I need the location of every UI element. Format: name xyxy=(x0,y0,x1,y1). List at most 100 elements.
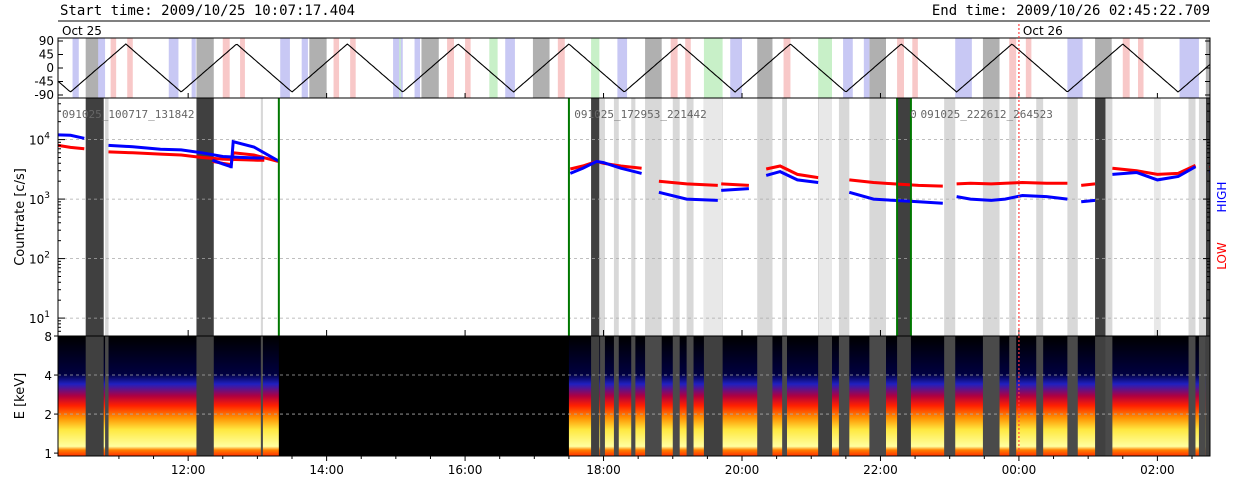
flare-band xyxy=(912,38,918,98)
night-band xyxy=(393,38,403,98)
start-time-label: Start time: 2009/10/25 10:07:17.404 xyxy=(60,3,356,19)
saa-band xyxy=(982,38,1000,98)
flare-band xyxy=(1122,38,1130,98)
green-band xyxy=(489,38,498,98)
gap-band xyxy=(260,336,263,456)
saa-band xyxy=(869,38,886,98)
gap-band xyxy=(613,336,619,456)
high-channel-line xyxy=(229,139,279,169)
gap-band xyxy=(1188,336,1196,456)
high-channel-line xyxy=(1209,170,1210,174)
flare-band xyxy=(447,38,454,98)
saa-band xyxy=(757,38,773,98)
gap-band xyxy=(600,336,605,456)
night-band xyxy=(98,38,106,98)
low-channel-line xyxy=(108,150,265,162)
time-xtick: 16:00 xyxy=(448,463,483,477)
gap-band xyxy=(1067,336,1078,456)
legend-low: LOW xyxy=(1215,242,1229,270)
gap-band xyxy=(1105,336,1113,456)
time-xtick: 22:00 xyxy=(863,463,898,477)
low-channel-line xyxy=(721,182,749,187)
gap-band xyxy=(631,98,636,336)
gap-band xyxy=(838,98,850,336)
saa-band xyxy=(1095,38,1112,98)
flare-band xyxy=(557,38,565,98)
night-band xyxy=(191,38,196,98)
gap-band xyxy=(818,98,832,336)
ephemeris-ytick: -90 xyxy=(34,88,54,102)
flare-band xyxy=(465,38,471,98)
gap-band xyxy=(982,336,1000,456)
flare-band xyxy=(222,38,230,98)
night-band xyxy=(168,38,179,98)
gap-band xyxy=(600,98,605,336)
flare-band xyxy=(350,38,356,98)
ephemeris-ytick: -45 xyxy=(34,75,54,89)
night-band xyxy=(1067,38,1083,98)
high-channel-line xyxy=(58,133,85,140)
saa-band xyxy=(897,336,911,456)
low-channel-line xyxy=(956,180,1068,186)
spectrogram-ylabel: E [keV] xyxy=(13,373,28,419)
gap-band xyxy=(686,98,694,336)
flare-band xyxy=(127,38,133,98)
saa-band xyxy=(645,38,662,98)
high-channel-line xyxy=(956,193,1068,202)
spectrogram-block xyxy=(568,336,1210,456)
date-label-oct25: Oct 25 xyxy=(62,24,102,38)
gap-band xyxy=(838,336,850,456)
low-channel-line xyxy=(849,178,943,188)
ephemeris-ytick: 0 xyxy=(46,61,54,75)
gap-band xyxy=(631,336,636,456)
gap-band xyxy=(1036,336,1044,456)
gap-band xyxy=(757,98,773,336)
flare-band xyxy=(333,38,340,98)
flare-id-label: 0 xyxy=(910,108,917,121)
flare-id-label: 091025_100717_131842 xyxy=(62,108,194,121)
ephemeris-ytick: 45 xyxy=(39,48,54,62)
date-label-oct26: Oct 26 xyxy=(1023,24,1063,38)
flare-band xyxy=(110,38,117,98)
low-channel-line xyxy=(765,164,819,180)
flare-band xyxy=(897,38,904,98)
flare-band xyxy=(1009,38,1017,98)
low-channel-line xyxy=(1209,165,1210,169)
gap-band xyxy=(757,336,773,456)
gap-band xyxy=(1067,98,1078,336)
flare-id-label: 091025_222612_264523 xyxy=(920,108,1052,121)
gap-band xyxy=(1153,98,1161,336)
gap-band xyxy=(782,336,787,456)
high-channel-line xyxy=(1081,198,1096,204)
time-xtick: 18:00 xyxy=(586,463,621,477)
saa-band xyxy=(309,38,327,98)
legend-high: HIGH xyxy=(1215,182,1229,213)
green-band xyxy=(591,38,600,98)
time-xtick: 12:00 xyxy=(171,463,206,477)
time-xtick: 02:00 xyxy=(1140,463,1175,477)
countrate-ytick: 101 xyxy=(29,310,50,326)
gap-band xyxy=(260,98,263,336)
flare-id-label: 091025_172953_221442 xyxy=(574,108,706,121)
flare-band xyxy=(685,38,691,98)
gap-band xyxy=(944,98,956,336)
end-time-label: End time: 2009/10/26 02:45:22.709 xyxy=(931,3,1210,19)
time-xtick: 00:00 xyxy=(1002,463,1037,477)
gap-band xyxy=(782,98,787,336)
flare-band xyxy=(783,38,791,98)
latitude-curve xyxy=(58,43,1210,93)
night-band xyxy=(955,38,972,98)
high-channel-line xyxy=(848,190,943,205)
spectrogram-ytick: 4 xyxy=(44,369,52,383)
gap-band xyxy=(1198,336,1206,456)
gap-band xyxy=(1105,98,1113,336)
green-band xyxy=(703,38,723,98)
time-xtick: 14:00 xyxy=(309,463,344,477)
saa-band xyxy=(703,336,723,456)
countrate-ytick: 102 xyxy=(29,251,50,267)
gap-band xyxy=(105,336,109,456)
ephemeris-ytick: 90 xyxy=(39,34,54,48)
saa-band xyxy=(196,336,214,456)
countrate-ytick: 103 xyxy=(29,191,50,207)
